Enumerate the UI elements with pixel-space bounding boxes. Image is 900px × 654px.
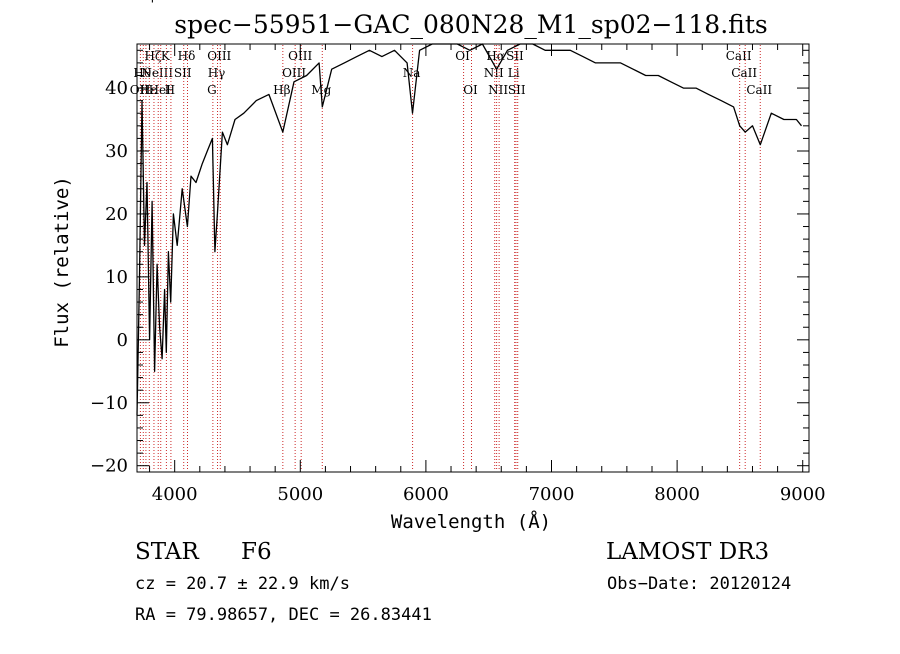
line-marker-label-25: SII <box>506 49 524 63</box>
spectrum-layer <box>136 43 803 416</box>
line-marker-label-1: Hθ <box>133 66 151 80</box>
y-tick-label-3: 10 <box>105 267 128 288</box>
plot-frame <box>136 43 810 473</box>
y-tick-label-6: 40 <box>105 78 128 99</box>
line-marker-label-29: CaII <box>746 83 772 97</box>
line-marker-label-15: OIII <box>282 66 306 80</box>
line-marker-label-7: K <box>161 49 171 63</box>
line-marker-label-8: H <box>165 83 175 97</box>
line-marker-label-24: Li <box>508 66 520 80</box>
x-tick-label-2: 6000 <box>403 484 449 505</box>
x-axis: 4000 5000 6000 7000 8000 9000 <box>149 44 826 505</box>
line-marker-label-11: G <box>207 83 217 97</box>
line-marker-label-19: OI <box>455 49 470 63</box>
y-tick-label-2: 0 <box>117 330 128 351</box>
line-marker-label-20: OI <box>463 83 478 97</box>
line-marker-label-27: CaII <box>726 49 752 63</box>
y-tick-label-5: 30 <box>105 141 128 162</box>
line-marker-label-14: Hβ <box>273 83 290 97</box>
x-axis-label: Wavelength (Å) <box>391 510 551 533</box>
x-tick-label-0: 4000 <box>152 484 198 505</box>
y-tick-label-1: −10 <box>90 393 128 414</box>
line-marker-label-21: NII <box>484 66 504 80</box>
line-marker-label-13: OIII <box>207 49 231 63</box>
y-axis-label: Flux (relative) <box>51 176 73 348</box>
line-marker-label-9: SII <box>174 66 192 80</box>
chart-title: spec−55951−GAC_080N28_M1_sp02−118.fits <box>174 10 767 39</box>
line-marker-label-23: NII <box>488 83 508 97</box>
x-tick-label-1: 5000 <box>277 484 323 505</box>
line-marker-label-26: SII <box>508 83 526 97</box>
spectrum-line <box>136 43 803 416</box>
line-marker-label-10: Hδ <box>178 49 196 63</box>
line-marker-label-0: OII <box>130 83 150 97</box>
line-marker-label-5: NeIII <box>141 66 173 80</box>
line-marker-label-12: Hγ <box>208 66 226 80</box>
line-markers: OII Hθ Hη Hε Hζ NeIII HeI K H SII Hδ G Hγ OIII Hβ OIII O… <box>130 0 772 471</box>
y-axis: −20 −10 0 10 20 30 40 <box>90 49 809 477</box>
line-marker-label-3: Hε <box>140 83 157 97</box>
line-marker-label-28: CaII <box>731 66 757 80</box>
x-tick-label-5: 9000 <box>780 484 826 505</box>
x-tick-label-3: 7000 <box>529 484 575 505</box>
y-tick-label-4: 20 <box>105 204 128 225</box>
y-tick-label-0: −20 <box>90 456 128 477</box>
line-marker-label-2: Hη <box>136 0 154 3</box>
line-marker-label-4: Hζ <box>144 49 161 63</box>
line-marker-label-6: HeI <box>149 83 172 97</box>
x-tick-label-4: 8000 <box>654 484 700 505</box>
